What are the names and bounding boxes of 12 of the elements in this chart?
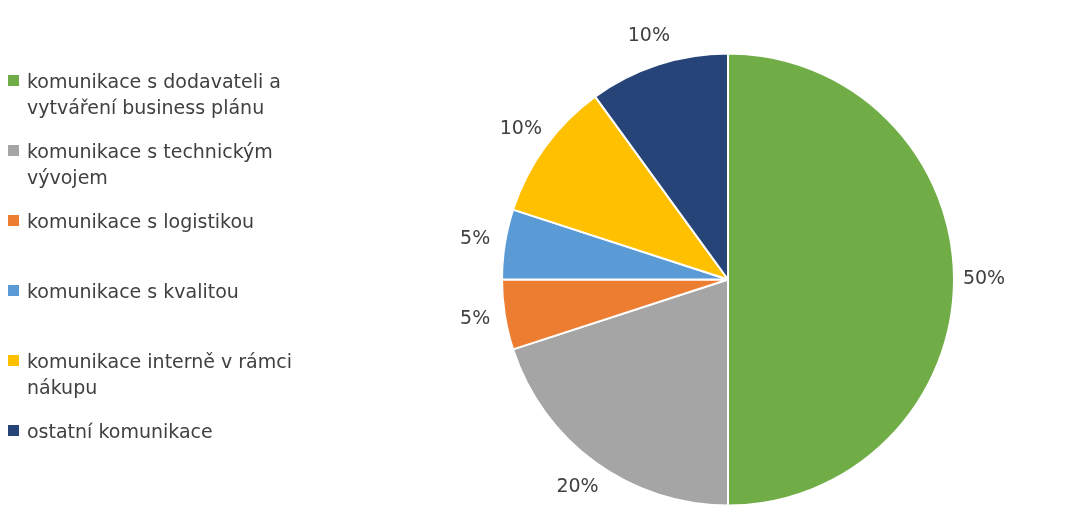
data-label: 10% [499, 115, 543, 138]
legend-label: komunikace s logistikou [27, 209, 255, 234]
data-label: 50% [962, 266, 1006, 289]
data-label: 10% [627, 22, 671, 45]
legend-label: komunikace interně v rámci nákupu [27, 349, 293, 400]
data-label: 5% [460, 306, 491, 329]
data-label: 20% [556, 473, 599, 496]
legend-label: komunikace s kvalitou [27, 279, 239, 304]
legend-label: komunikace s technickým vývojem [27, 139, 274, 190]
legend-label: ostatní komunikace [27, 419, 213, 444]
data-label: 5% [460, 226, 491, 249]
legend-label: komunikace s dodavateli a vytváření business plánu [27, 69, 282, 120]
